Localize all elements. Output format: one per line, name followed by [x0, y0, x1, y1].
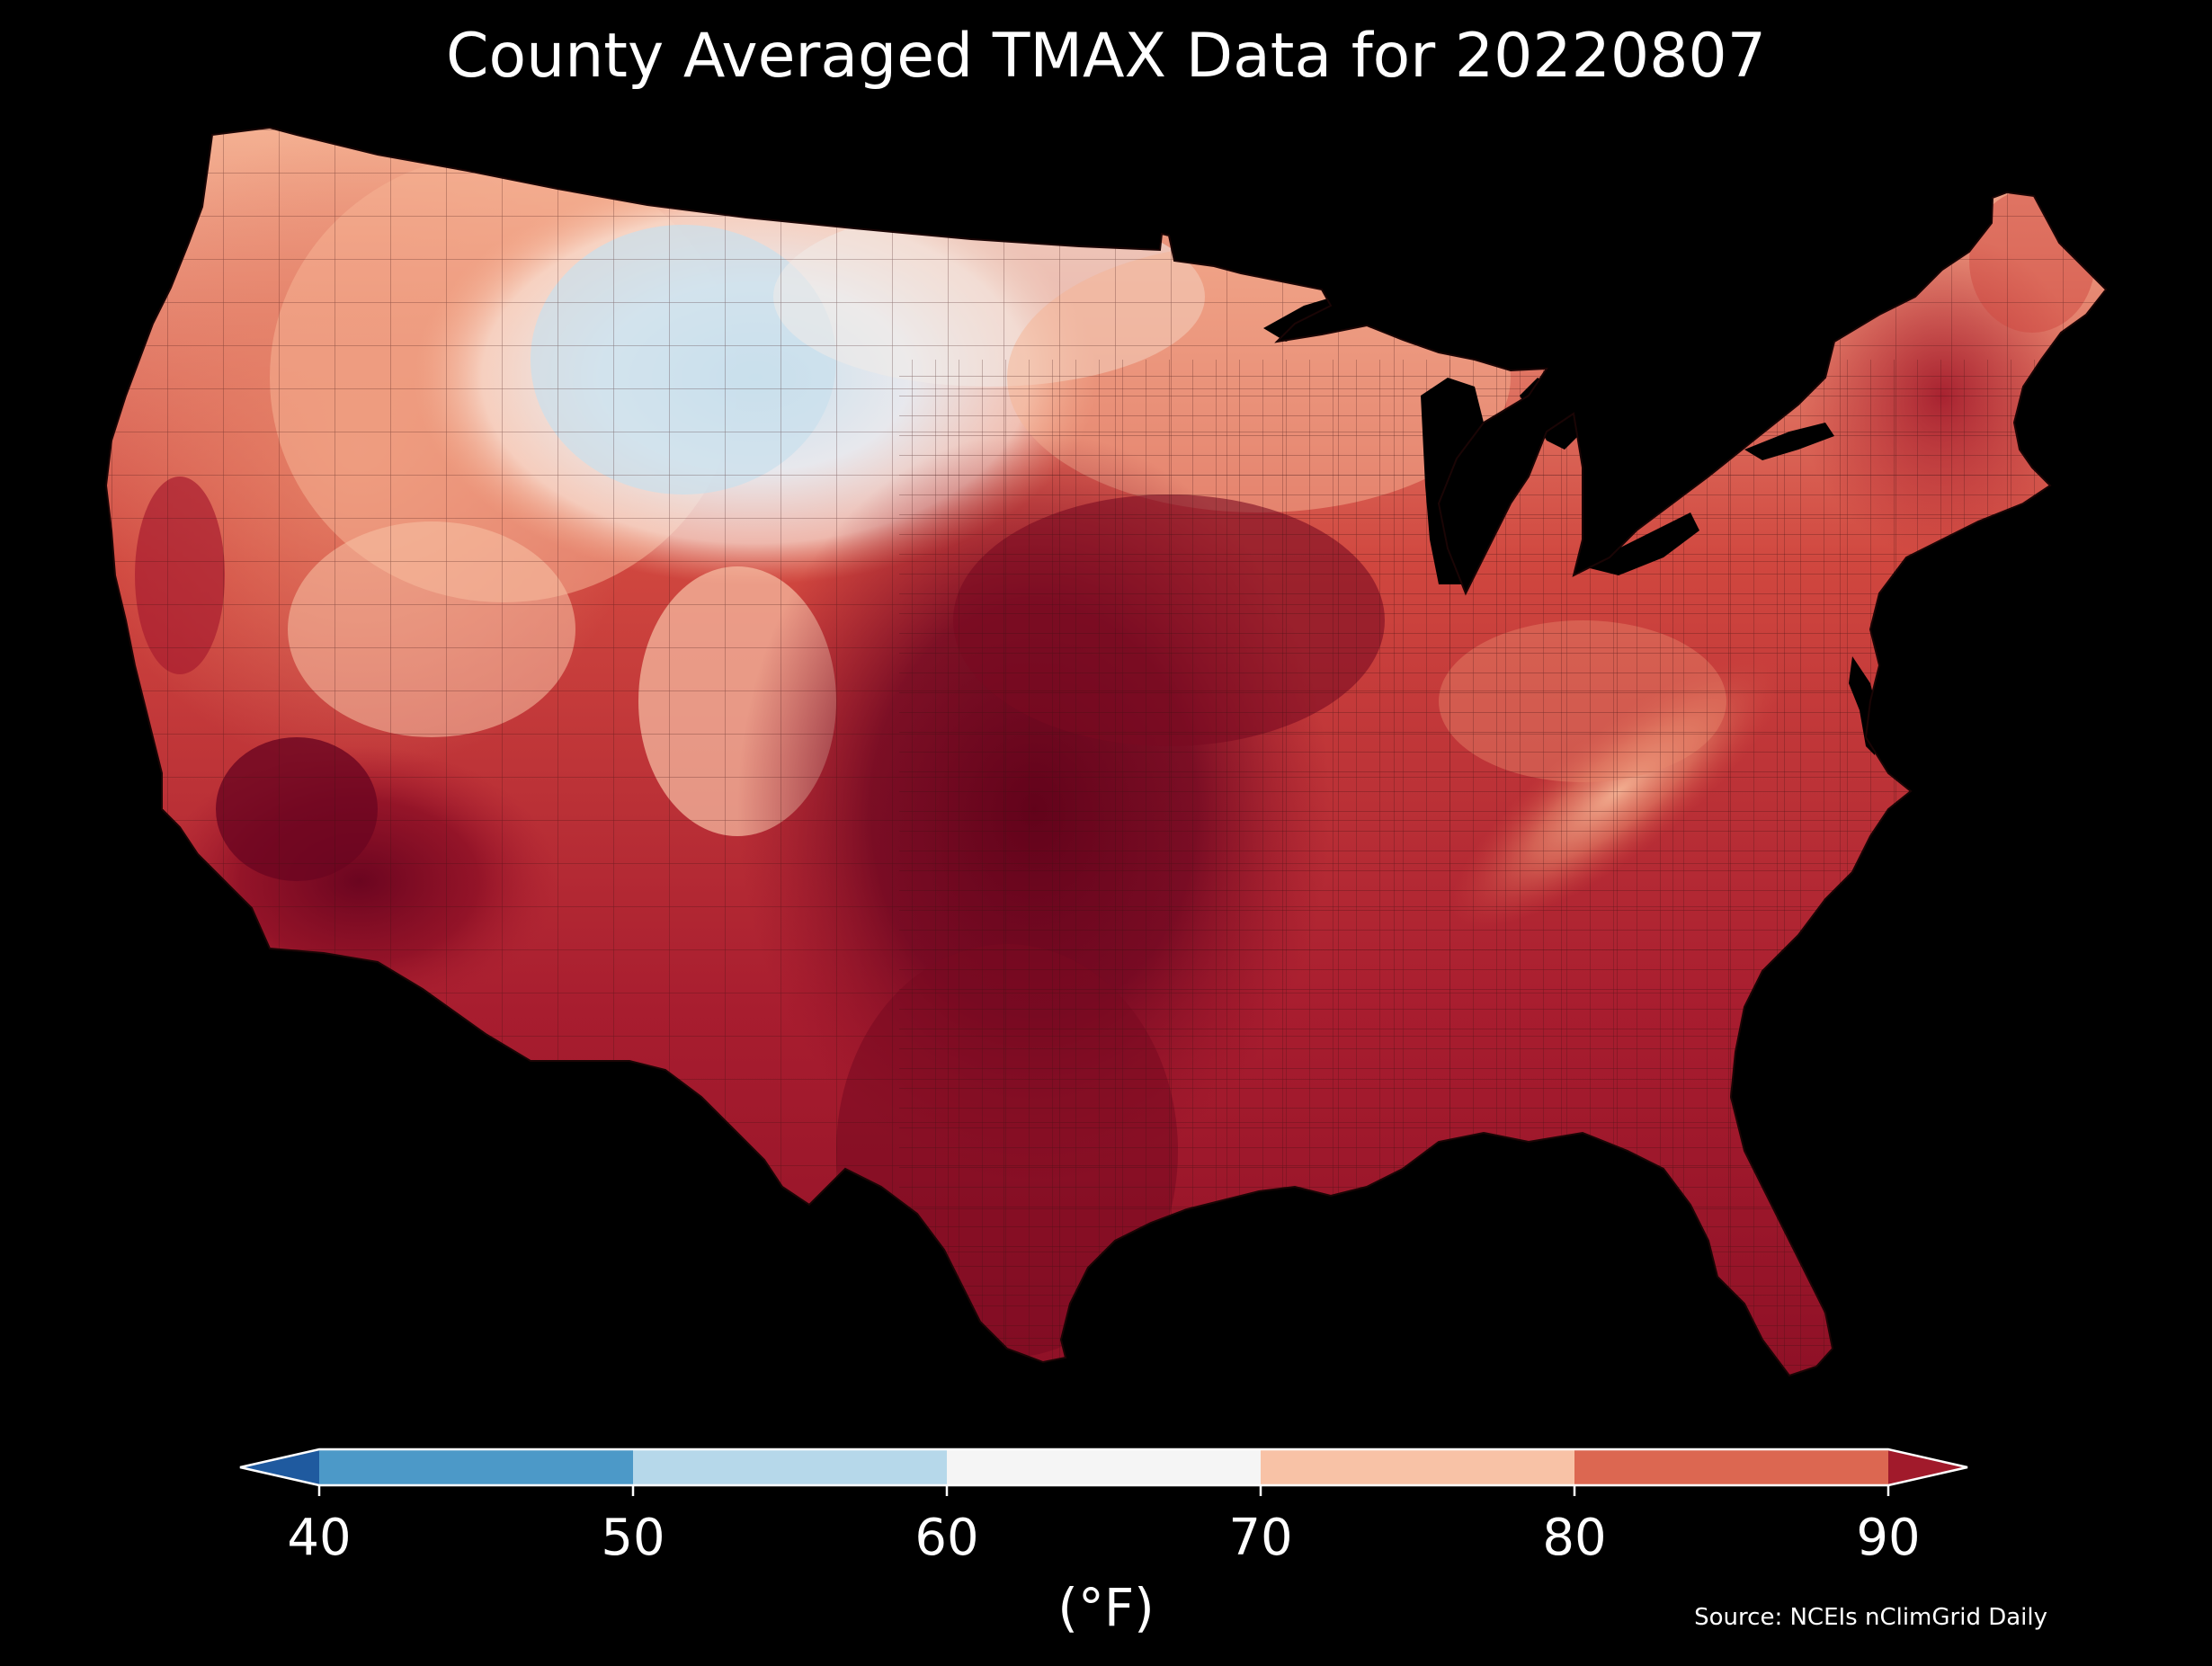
colorbar-units-label: (°F) — [1057, 1577, 1155, 1638]
colorbar-tick-label: 80 — [1542, 1509, 1607, 1567]
colorbar-tick-label: 70 — [1228, 1509, 1293, 1567]
colorbar-tick-label: 50 — [601, 1509, 665, 1567]
colorbar-bin — [947, 1449, 1262, 1485]
chesapeake-bay — [1849, 656, 1879, 755]
colorbar-tick-label: 60 — [914, 1509, 979, 1567]
map-title: County Averaged TMAX Data for 20220807 — [446, 21, 1766, 92]
colorbar-bin — [633, 1449, 948, 1485]
colorbar-extension-high — [1888, 1449, 1967, 1485]
colorbar-bin — [1574, 1449, 1889, 1485]
colorbar-bin — [319, 1449, 634, 1485]
colorbar-tick-label: 90 — [1856, 1509, 1921, 1567]
source-note: Source: NCEIs nClimGrid Daily — [1694, 1604, 2047, 1631]
colorbar-bin — [1261, 1449, 1575, 1485]
colorbar-extension-low — [240, 1449, 319, 1485]
great-lakes — [1263, 279, 1834, 584]
colorbar-tick-label: 40 — [287, 1509, 352, 1567]
colorbar-outline — [239, 1448, 1968, 1487]
